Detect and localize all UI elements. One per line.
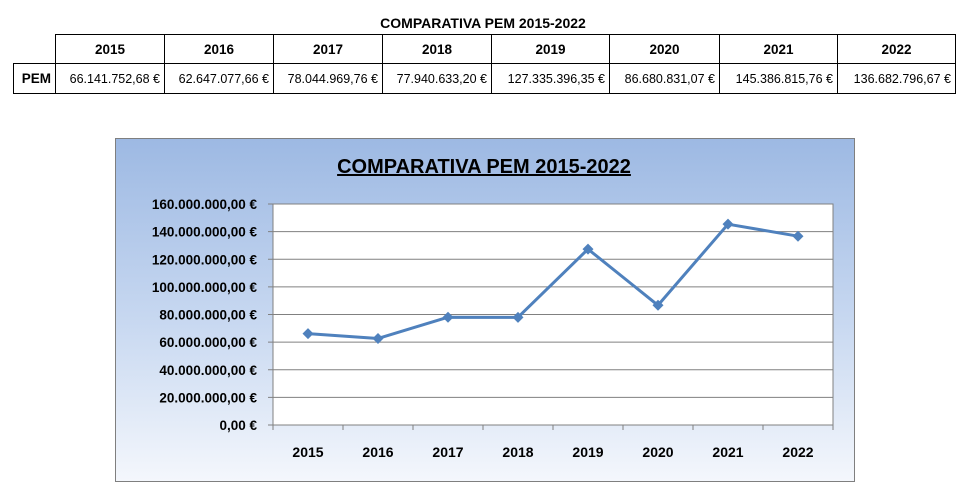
- data-point-marker: [582, 243, 594, 255]
- x-tick-label: 2016: [362, 444, 393, 460]
- table-header-row: 2015 2016 2017 2018 2019 2020 2021 2022: [13, 34, 956, 64]
- data-point-marker: [652, 299, 664, 311]
- chart-area: COMPARATIVA PEM 2015-2022 0,00 € 20.000.0…: [115, 138, 855, 482]
- x-tick-label: 2015: [292, 444, 323, 460]
- row-label-cell: PEM: [13, 63, 56, 94]
- y-tick-label: 40.000.000,00 €: [159, 363, 257, 378]
- y-tick-label: 160.000.000,00 €: [152, 197, 258, 212]
- y-tick-label: 0,00 €: [219, 418, 257, 433]
- data-point-marker: [442, 311, 454, 323]
- year-header-cell: 2017: [273, 34, 383, 64]
- year-header-cell: 2021: [719, 34, 838, 64]
- data-point-marker: [512, 311, 524, 323]
- value-cell: 78.044.969,76 €: [273, 63, 383, 94]
- data-point-marker: [372, 332, 384, 344]
- line-chart: COMPARATIVA PEM 2015-2022 0,00 € 20.000.0…: [152, 156, 834, 460]
- value-cell: 62.647.077,66 €: [164, 63, 274, 94]
- year-header-cell: 2016: [164, 34, 274, 64]
- year-header-cell: 2022: [837, 34, 956, 64]
- y-tick-label: 80.000.000,00 €: [159, 308, 257, 323]
- data-point-marker: [302, 328, 314, 340]
- value-cell: 86.680.831,07 €: [609, 63, 720, 94]
- table-row: PEM 66.141.752,68 € 62.647.077,66 € 78.0…: [13, 63, 956, 94]
- x-tick-label: 2022: [782, 444, 813, 460]
- table-title: COMPARATIVA PEM 2015-2022: [380, 15, 586, 31]
- x-tick-label: 2018: [502, 444, 533, 460]
- x-tick-label: 2020: [642, 444, 673, 460]
- y-tick-label: 140.000.000,00 €: [152, 225, 258, 240]
- x-tick-label: 2017: [432, 444, 463, 460]
- year-header-cell: 2019: [491, 34, 610, 64]
- x-tick-label: 2021: [712, 444, 743, 460]
- year-header-cell: 2015: [55, 34, 165, 64]
- series-line: [307, 222, 799, 340]
- plot-layer: 0,00 € 20.000.000,00 € 40.000.000,00 € 60.0…: [152, 197, 834, 460]
- y-tick-label: 100.000.000,00 €: [152, 280, 258, 295]
- table-corner-cell: [13, 34, 56, 64]
- value-cell: 136.682.796,67 €: [837, 63, 956, 94]
- value-cell: 145.386.815,76 €: [719, 63, 838, 94]
- pem-table: 2015 2016 2017 2018 2019 2020 2021 2022 …: [13, 34, 956, 94]
- year-header-cell: 2020: [609, 34, 720, 64]
- value-cell: 66.141.752,68 €: [55, 63, 165, 94]
- data-point-marker: [792, 230, 804, 242]
- x-tick-label: 2019: [572, 444, 603, 460]
- y-tick-label: 60.000.000,00 €: [159, 335, 257, 350]
- value-cell: 77.940.633,20 €: [382, 63, 492, 94]
- value-cell: 127.335.396,35 €: [491, 63, 610, 94]
- y-tick-label: 120.000.000,00 €: [152, 252, 258, 267]
- chart-title: COMPARATIVA PEM 2015-2022: [337, 156, 631, 178]
- y-tick-label: 20.000.000,00 €: [159, 390, 257, 405]
- year-header-cell: 2018: [382, 34, 492, 64]
- data-point-marker: [722, 218, 734, 230]
